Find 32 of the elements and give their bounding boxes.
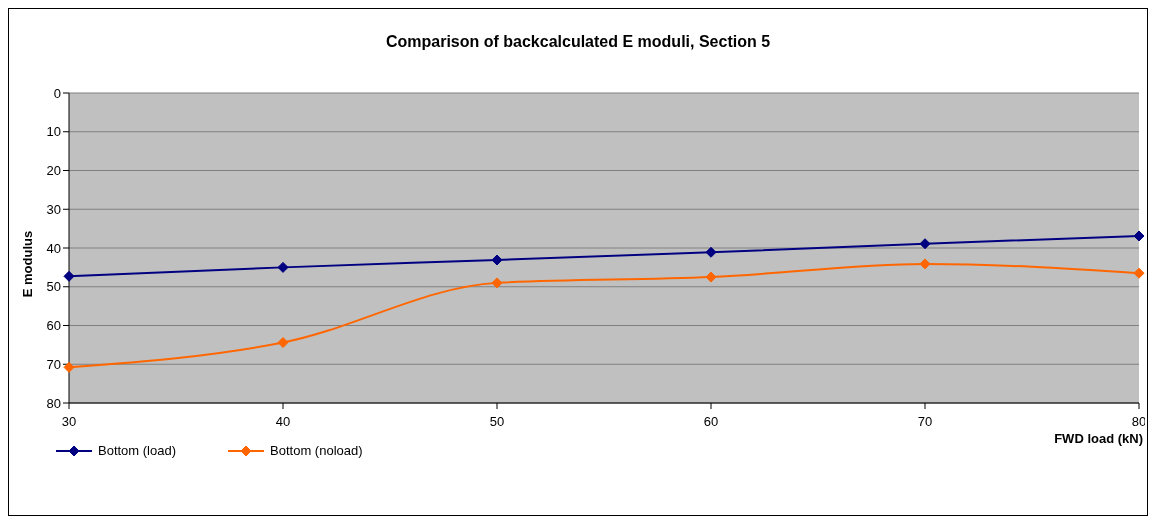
- y-tick-label: 70: [46, 356, 61, 372]
- x-tick-label: 60: [703, 414, 719, 430]
- point: [63, 270, 75, 282]
- y-tick-label: 20: [46, 163, 61, 179]
- point: [919, 238, 931, 250]
- point: [63, 361, 75, 373]
- x-tick-label: 70: [917, 414, 933, 430]
- point: [705, 246, 717, 258]
- point: [277, 261, 289, 273]
- x-axis-title: FWD load (kN): [1054, 431, 1144, 446]
- point: [705, 271, 717, 283]
- point: [1133, 267, 1145, 279]
- y-axis-title: E modulus: [19, 230, 35, 298]
- point: [491, 254, 503, 266]
- y-tick-label: 30: [46, 201, 61, 217]
- x-tick-label: 40: [275, 414, 291, 430]
- x-tick-label: 50: [489, 414, 505, 430]
- point: [491, 277, 503, 289]
- point: [919, 258, 931, 270]
- y-tick-label: 80: [46, 395, 61, 411]
- point: [277, 337, 289, 349]
- y-tick-label: 40: [46, 240, 61, 256]
- y-tick-label: 50: [46, 279, 61, 295]
- y-tick-label: 10: [46, 124, 61, 140]
- legend-label: Bottom (load): [98, 443, 177, 458]
- legend-label: Bottom (noload): [270, 443, 363, 458]
- x-tick-label: 30: [61, 414, 77, 430]
- chart-title: Comparison of backcalculated E moduli, Section 5: [384, 33, 772, 52]
- y-tick-label: 60: [46, 318, 61, 334]
- point: [1133, 230, 1145, 242]
- x-tick-label: 80: [1131, 414, 1147, 430]
- y-tick-label: 0: [53, 85, 61, 101]
